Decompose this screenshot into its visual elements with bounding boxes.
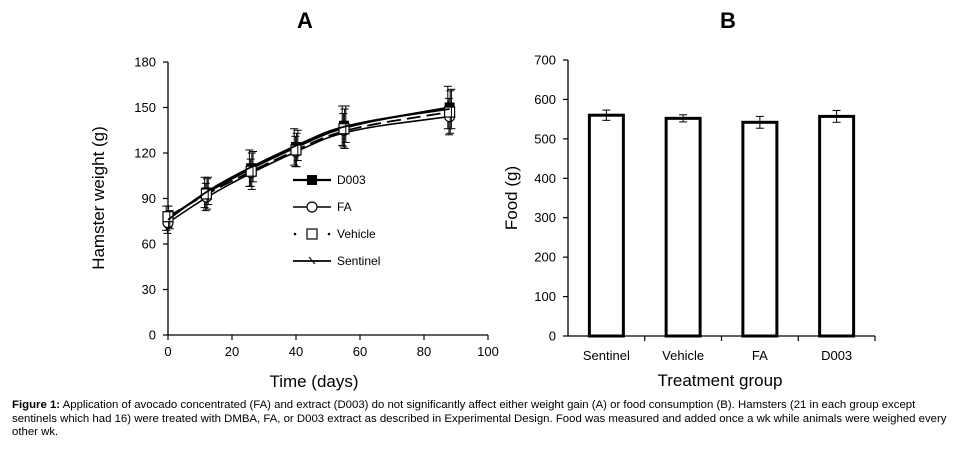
chart-a-y-axis-title: Hamster weight (g): [89, 126, 108, 270]
chart-a-x-tick-label: 100: [477, 344, 499, 359]
chart-a-line-fa: [167, 115, 450, 224]
chart-b-y-tick-label: 700: [534, 53, 556, 68]
chart-a-legend-marker-d003: [307, 175, 317, 185]
chart-b-y-tick-label: 400: [534, 171, 556, 186]
chart-b-x-tick-label-fa: FA: [752, 348, 768, 363]
chart-b-y-tick-label: 300: [534, 210, 556, 225]
chart-a-legend-marker-sentinel: [308, 256, 316, 265]
chart-a-x-tick-label: 80: [417, 344, 431, 359]
chart-b-y-tick-label: 600: [534, 92, 556, 107]
chart-b-bars: Sentinel Vehicle FA D003: [583, 109, 876, 363]
chart-a-legend-label-vehicle: Vehicle: [337, 227, 376, 241]
chart-b-x-axis-title: Treatment group: [657, 371, 782, 390]
chart-b-y-axis-title: Food (g): [502, 166, 521, 230]
chart-b-panel-label: B: [720, 8, 736, 33]
caption-label: Figure 1:: [12, 399, 61, 411]
caption-text: Application of avocado concentrated (FA)…: [12, 399, 947, 439]
chart-b-x-tick-label-vehicle: Vehicle: [662, 348, 704, 363]
chart-a-legend: D003 FA Vehicle Sentinel: [293, 173, 380, 268]
chart-a-legend-swatch-vehicle: [327, 232, 331, 236]
chart-a-legend-item-fa: FA: [293, 200, 352, 214]
figure: A 0 30 60 90 120 150 180 0 20 40 60 80 100 Time (day…: [89, 8, 876, 391]
chart-b-bar-sentinel: [587, 113, 625, 338]
figure-caption: Figure 1: Application of avocado concent…: [12, 399, 952, 440]
chart-b-y-tick-label: 200: [534, 250, 556, 265]
chart-a-legend-label-fa: FA: [337, 200, 352, 214]
chart-a-y-tick-label: 180: [134, 55, 156, 70]
chart-a-x-tick-label: 40: [289, 344, 303, 359]
chart-b-x-tick-label-sentinel: Sentinel: [583, 348, 630, 363]
chart-a-point-vehicle: [444, 106, 456, 118]
chart-a-x-tick-label: 0: [164, 344, 171, 359]
chart-a-y-tick-label: 0: [149, 328, 156, 343]
chart-a-legend-item-d003: D003: [293, 173, 366, 187]
chart-a-legend-label-d003: D003: [337, 173, 366, 187]
chart-a-line-d003: [167, 106, 450, 220]
chart-b-bar-group-sentinel: Sentinel: [583, 109, 646, 363]
chart-a-series: [162, 85, 456, 234]
chart-a-x-tick-label: 60: [353, 344, 367, 359]
chart-b: B 0 100 200 300 400 500 600 700 Sentinel Vehicle…: [502, 8, 876, 390]
chart-a-panel-label: A: [297, 8, 313, 33]
chart-a-y-tick-label: 120: [134, 146, 156, 161]
chart-b-y-tick-label: 100: [534, 289, 556, 304]
chart-a-y-tick-label: 30: [142, 282, 156, 297]
chart-b-bar-vehicle: [664, 116, 702, 338]
chart-b-x-tick-label-d003: D003: [821, 348, 852, 363]
chart-a-line-sentinel: [167, 108, 450, 221]
chart-a-ticks: 0 30 60 90 120 150 180 0 20 40 60 80 100: [134, 55, 499, 360]
chart-b-bar-group-d003: D003: [818, 109, 876, 363]
chart-a-legend-marker-vehicle: [306, 228, 318, 240]
chart-a-x-axis-title: Time (days): [269, 372, 358, 391]
chart-b-bar-d003: [818, 114, 856, 338]
chart-a-legend-swatch-vehicle: [293, 232, 297, 236]
chart-a: A 0 30 60 90 120 150 180 0 20 40 60 80 100 Time (day…: [89, 8, 499, 391]
chart-b-y-tick-label: 500: [534, 131, 556, 146]
chart-b-bar-fa: [741, 120, 779, 338]
chart-a-legend-label-sentinel: Sentinel: [337, 254, 380, 268]
chart-a-axes: [167, 62, 488, 336]
chart-a-y-tick-label: 90: [142, 191, 156, 206]
chart-a-point-vehicle: [200, 188, 212, 200]
chart-b-y-tick-label: 0: [549, 329, 556, 344]
chart-a-series-sentinel: [165, 88, 456, 230]
chart-a-legend-marker-fa: [306, 201, 318, 213]
chart-a-y-tick-label: 150: [134, 100, 156, 115]
chart-b-ticks: 0 100 200 300 400 500 600 700: [534, 53, 568, 344]
chart-b-bar-group-vehicle: Vehicle: [662, 114, 723, 363]
chart-a-x-tick-label: 20: [225, 344, 239, 359]
chart-a-y-tick-label: 60: [142, 237, 156, 252]
chart-b-bar-group-fa: FA: [741, 115, 799, 363]
chart-a-legend-item-vehicle: Vehicle: [293, 227, 376, 241]
chart-a-legend-item-sentinel: Sentinel: [293, 254, 380, 268]
